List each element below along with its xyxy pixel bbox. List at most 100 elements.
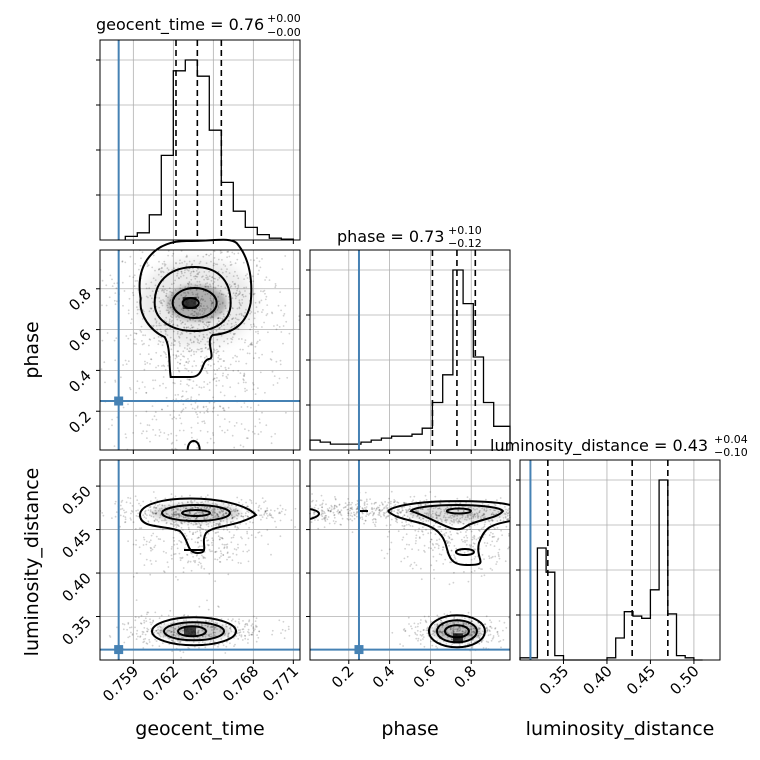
sample-point	[135, 332, 138, 335]
sample-point	[192, 555, 195, 558]
sample-point	[244, 623, 247, 626]
sample-point	[207, 523, 210, 525]
sample-point	[180, 353, 183, 356]
sample-point	[498, 640, 500, 643]
sample-point	[215, 550, 218, 553]
sample-point	[144, 512, 147, 515]
sample-point	[450, 538, 453, 541]
sample-point	[226, 547, 228, 549]
sample-point	[199, 429, 202, 432]
sample-point	[424, 619, 427, 622]
sample-point	[339, 523, 342, 526]
sample-point	[204, 619, 207, 622]
sample-point	[242, 378, 245, 380]
sample-point	[226, 520, 228, 522]
sample-point	[427, 547, 430, 549]
sample-point	[247, 638, 249, 641]
sample-point	[170, 548, 173, 550]
sample-point	[152, 254, 155, 257]
sample-point	[323, 517, 325, 519]
sample-point	[144, 386, 146, 388]
sample-point	[195, 384, 198, 386]
sample-point	[129, 517, 132, 520]
sample-point	[252, 388, 255, 391]
sample-point	[252, 382, 254, 384]
sample-point	[221, 429, 224, 432]
sample-point	[124, 521, 126, 524]
sample-point	[192, 533, 195, 535]
sample-point	[146, 424, 149, 426]
sample-point	[218, 524, 220, 526]
sample-point	[133, 285, 136, 287]
sample-point	[490, 556, 493, 559]
sample-point	[255, 409, 258, 412]
sample-point	[173, 553, 176, 556]
sample-point	[280, 632, 282, 634]
sample-point	[216, 523, 218, 525]
sample-point	[123, 511, 126, 514]
sample-point	[273, 325, 275, 327]
sample-point	[401, 521, 403, 524]
sample-point	[279, 291, 281, 293]
sample-point	[175, 355, 178, 357]
sample-point	[266, 507, 269, 510]
sample-point	[249, 344, 252, 346]
sample-point	[248, 620, 250, 623]
sample-point	[493, 545, 496, 547]
sample-point	[244, 512, 247, 515]
sample-point	[253, 629, 255, 632]
sample-point	[203, 412, 206, 414]
sample-point	[508, 534, 510, 537]
sample-point	[251, 431, 254, 433]
sample-point	[199, 526, 202, 529]
sample-point	[179, 259, 181, 262]
sample-point	[154, 411, 157, 413]
sample-point	[414, 631, 416, 634]
sample-point	[114, 502, 116, 505]
sample-point	[171, 639, 173, 642]
sample-point	[211, 358, 213, 361]
sample-point	[203, 381, 206, 383]
sample-point	[212, 434, 215, 436]
sample-point	[420, 635, 423, 637]
sample-point	[485, 615, 488, 618]
sample-point	[207, 347, 210, 350]
scatter-ld-phase-contour-upper-inner	[445, 507, 472, 515]
sample-point	[219, 550, 222, 553]
sample-point	[200, 386, 203, 389]
sample-point	[216, 348, 218, 351]
sample-point	[229, 521, 232, 524]
sample-point	[142, 536, 145, 539]
sample-point	[189, 551, 192, 554]
sample-point	[417, 639, 419, 642]
sample-point	[167, 566, 170, 568]
sample-point	[394, 504, 397, 506]
sample-point	[175, 356, 178, 358]
sample-point	[111, 285, 114, 287]
sample-point	[161, 504, 164, 507]
sample-point	[175, 417, 178, 420]
sample-point	[151, 418, 154, 421]
sample-point	[481, 630, 484, 633]
sample-point	[493, 527, 496, 530]
sample-point	[373, 511, 375, 514]
sample-point	[236, 632, 239, 635]
sample-point	[135, 599, 138, 601]
sample-point	[252, 626, 255, 629]
sample-point	[409, 496, 412, 498]
sample-point	[284, 513, 286, 516]
sample-point	[229, 264, 232, 266]
sample-point	[290, 519, 293, 521]
sample-point	[164, 497, 167, 500]
sample-point	[258, 531, 261, 533]
sample-point	[240, 635, 243, 638]
sample-point	[177, 355, 180, 357]
sample-point	[378, 509, 381, 511]
sample-point	[178, 370, 181, 373]
sample-point	[195, 350, 198, 353]
sample-point	[171, 523, 174, 526]
sample-point	[217, 643, 220, 646]
sample-point	[148, 514, 151, 517]
sample-point	[122, 364, 124, 366]
sample-point	[247, 537, 250, 540]
